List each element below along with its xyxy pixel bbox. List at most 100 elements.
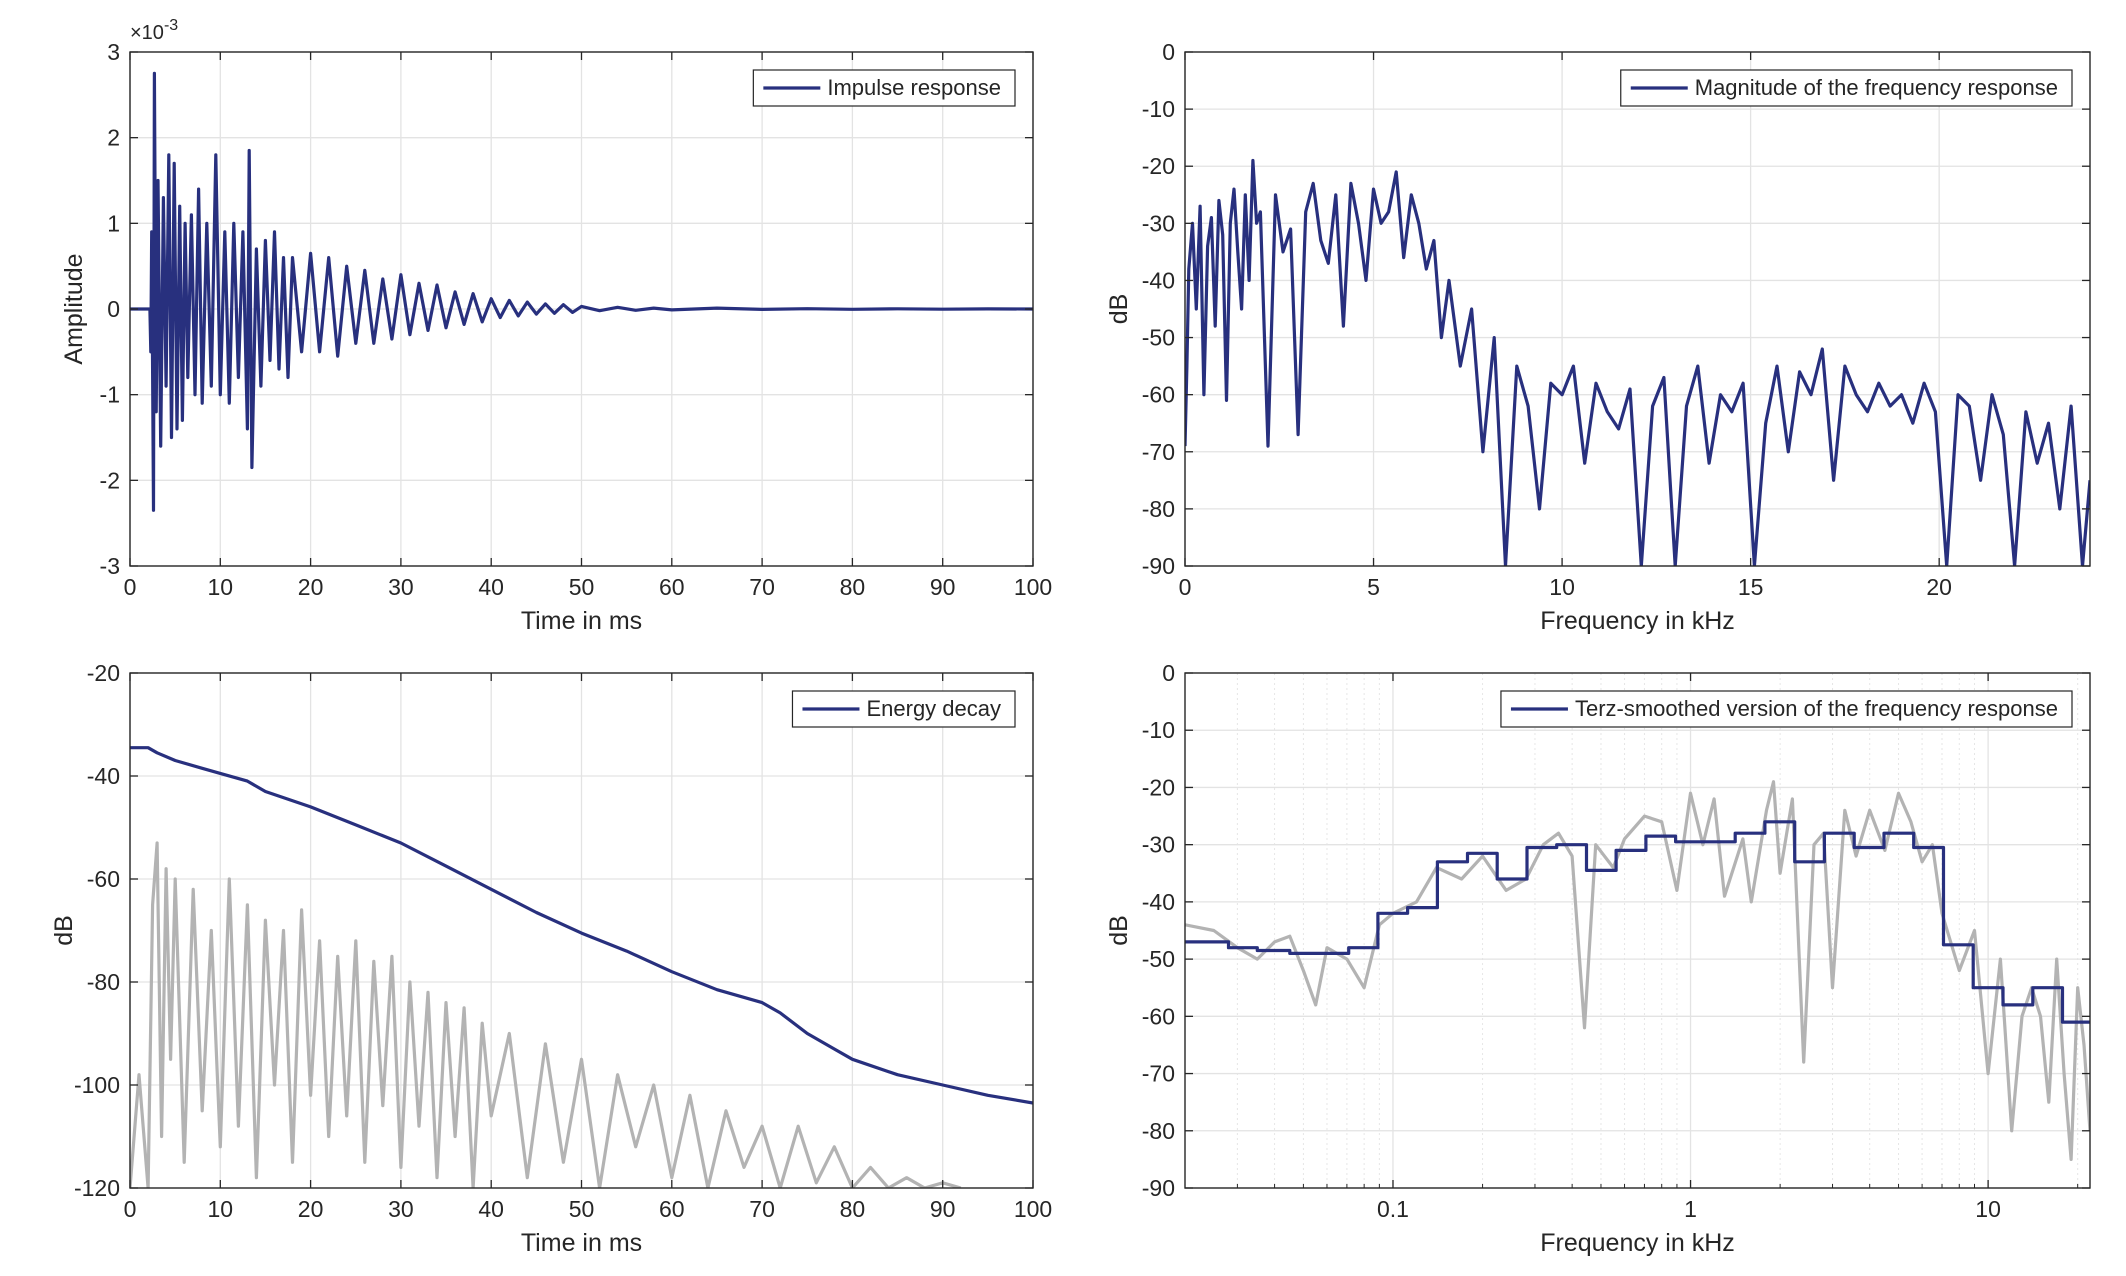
y-tick-label: 0 bbox=[1162, 39, 1175, 65]
legend: Energy decay bbox=[791, 690, 1016, 728]
y-tick-label: -60 bbox=[1142, 382, 1175, 408]
x-tick-label: 10 bbox=[1549, 574, 1575, 600]
axis-exponent-label: ×10-3 bbox=[130, 17, 178, 44]
y-tick-label: -20 bbox=[1142, 774, 1175, 800]
y-tick-label: -30 bbox=[1142, 210, 1175, 236]
y-axis-title: Amplitude bbox=[60, 253, 88, 364]
x-tick-label: 20 bbox=[298, 574, 324, 600]
chart-energy: 0 10 20 30 40 50 60 70 80 90 100 -120 -100 -80 -60 -40 -… bbox=[50, 660, 1052, 1257]
plot-area bbox=[1185, 673, 2090, 1188]
x-tick-label: 40 bbox=[478, 1196, 504, 1222]
legend-label: Impulse response bbox=[827, 75, 1001, 100]
series-line-main-0 bbox=[130, 71, 1033, 512]
x-tick-label: 100 bbox=[1014, 1196, 1052, 1222]
axes-box bbox=[1184, 672, 2091, 1189]
legend-label: Terz-smoothed version of the frequency r… bbox=[1575, 696, 2058, 721]
x-tick-label: 20 bbox=[1926, 574, 1952, 600]
legend: Terz-smoothed version of the frequency r… bbox=[1500, 690, 2073, 728]
x-tick-label: 70 bbox=[749, 1196, 775, 1222]
series-line-main-0 bbox=[1185, 158, 2090, 566]
ticks: 0 5 10 15 20 -90 -80 -70 -60 -50 -40 -30 -20 -10 0 bbox=[1142, 39, 2090, 600]
y-tick-label: 3 bbox=[107, 39, 120, 65]
x-tick-label: 50 bbox=[569, 1196, 595, 1222]
y-tick-label: -10 bbox=[1142, 96, 1175, 122]
x-tick-label: 10 bbox=[208, 574, 234, 600]
series-line-reference-0 bbox=[130, 841, 962, 1188]
legend-box bbox=[1620, 69, 2073, 107]
y-tick-label: -10 bbox=[1142, 717, 1175, 743]
y-axis-title: dB bbox=[1105, 915, 1133, 946]
x-tick-label: 10 bbox=[208, 1196, 234, 1222]
x-tick-label: 50 bbox=[569, 574, 595, 600]
x-tick-label: 0.1 bbox=[1377, 1196, 1409, 1222]
series-line-main-1 bbox=[1185, 820, 2090, 1024]
x-tick-label: 40 bbox=[478, 574, 504, 600]
y-tick-label: -20 bbox=[1142, 153, 1175, 179]
x-tick-label: 90 bbox=[930, 1196, 956, 1222]
y-tick-label: -80 bbox=[1142, 496, 1175, 522]
y-tick-label: 1 bbox=[107, 210, 120, 236]
y-tick-label: 2 bbox=[107, 125, 120, 151]
y-tick-label: -60 bbox=[1142, 1003, 1175, 1029]
series-group bbox=[1185, 158, 2090, 566]
x-tick-label: 5 bbox=[1367, 574, 1380, 600]
y-tick-label: -1 bbox=[100, 382, 120, 408]
x-tick-label: 90 bbox=[930, 574, 956, 600]
chart-impulse: 0 10 20 30 40 50 60 70 80 90 100 -3 -2 -1 0 1 2 3 Time in … bbox=[60, 17, 1052, 635]
chart-magnitude: 0 5 10 15 20 -90 -80 -70 -60 -50 -40 -30 -20 -10 0 Freq… bbox=[1105, 39, 2091, 635]
y-axis-title: dB bbox=[1105, 294, 1133, 325]
legend-label: Energy decay bbox=[866, 696, 1001, 721]
x-tick-label: 60 bbox=[659, 574, 685, 600]
y-tick-label: -70 bbox=[1142, 1061, 1175, 1087]
series-group bbox=[130, 746, 1033, 1188]
y-tick-label: -100 bbox=[74, 1072, 120, 1098]
axes-box bbox=[1184, 51, 2091, 567]
x-tick-label: 100 bbox=[1014, 574, 1052, 600]
ticks: 0 10 20 30 40 50 60 70 80 90 100 -120 -100 -80 -60 -40 -… bbox=[74, 660, 1052, 1222]
legend: Magnitude of the frequency response bbox=[1620, 69, 2073, 107]
x-tick-label: 60 bbox=[659, 1196, 685, 1222]
x-tick-label: 20 bbox=[298, 1196, 324, 1222]
x-tick-label: 80 bbox=[840, 1196, 866, 1222]
series-line-main-1 bbox=[130, 746, 1033, 1105]
ticks: 0.1 1 10 -90 -80 -70 -60 -50 -40 -30 -20 -10 0 bbox=[1142, 660, 2090, 1222]
x-axis-title: Frequency in kHz bbox=[1540, 607, 1735, 635]
y-tick-label: -20 bbox=[87, 660, 120, 686]
x-tick-label: 30 bbox=[388, 1196, 414, 1222]
y-tick-label: -2 bbox=[100, 467, 120, 493]
y-tick-label: -3 bbox=[100, 553, 120, 579]
x-tick-label: 0 bbox=[124, 574, 137, 600]
y-tick-label: -30 bbox=[1142, 832, 1175, 858]
chart-terz: 0.1 1 10 -90 -80 -70 -60 -50 -40 -30 -20 -10 0 Freque… bbox=[1105, 660, 2091, 1257]
legend-label: Magnitude of the frequency response bbox=[1695, 75, 2058, 100]
x-tick-label: 70 bbox=[749, 574, 775, 600]
series-group bbox=[130, 71, 1033, 512]
y-axis-title: dB bbox=[50, 915, 78, 946]
y-tick-label: -90 bbox=[1142, 553, 1175, 579]
x-tick-label: 80 bbox=[840, 574, 866, 600]
y-tick-label: -50 bbox=[1142, 946, 1175, 972]
y-tick-label: -40 bbox=[1142, 267, 1175, 293]
series-group bbox=[1185, 780, 2090, 1161]
x-tick-label: 1 bbox=[1684, 1196, 1697, 1222]
y-tick-label: -40 bbox=[87, 763, 120, 789]
x-tick-label: 0 bbox=[1179, 574, 1192, 600]
y-tick-label: -50 bbox=[1142, 325, 1175, 351]
y-tick-label: 0 bbox=[1162, 660, 1175, 686]
x-tick-label: 0 bbox=[124, 1196, 137, 1222]
y-tick-label: -40 bbox=[1142, 889, 1175, 915]
x-tick-label: 30 bbox=[388, 574, 414, 600]
y-tick-label: -120 bbox=[74, 1175, 120, 1201]
ticks: 0 10 20 30 40 50 60 70 80 90 100 -3 -2 -1 0 1 2 3 bbox=[100, 39, 1053, 600]
legend: Impulse response bbox=[752, 69, 1016, 107]
legend-box bbox=[1500, 690, 2073, 728]
y-tick-label: -80 bbox=[87, 969, 120, 995]
y-tick-label: 0 bbox=[107, 296, 120, 322]
x-axis-title: Frequency in kHz bbox=[1540, 1229, 1735, 1257]
x-tick-label: 10 bbox=[1975, 1196, 2001, 1222]
y-tick-label: -80 bbox=[1142, 1118, 1175, 1144]
x-tick-label: 15 bbox=[1738, 574, 1764, 600]
x-axis-title: Time in ms bbox=[521, 607, 642, 635]
y-tick-label: -90 bbox=[1142, 1175, 1175, 1201]
